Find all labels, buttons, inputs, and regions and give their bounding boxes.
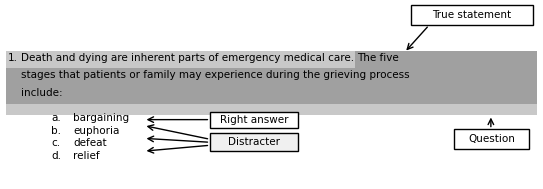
Text: Question: Question <box>468 134 515 144</box>
Text: defeat: defeat <box>73 138 106 148</box>
Text: bargaining: bargaining <box>73 113 129 123</box>
Text: Distracter: Distracter <box>228 137 280 147</box>
Text: b.: b. <box>51 125 61 136</box>
Text: d.: d. <box>51 151 61 161</box>
Bar <box>7 68 536 86</box>
FancyBboxPatch shape <box>454 129 529 149</box>
FancyBboxPatch shape <box>210 133 298 151</box>
Bar <box>7 51 536 115</box>
Bar <box>355 51 536 68</box>
Text: True statement: True statement <box>432 10 512 20</box>
Text: Death and dying are inherent parts of emergency medical care.: Death and dying are inherent parts of em… <box>21 53 355 63</box>
Text: 1.: 1. <box>8 53 17 63</box>
Text: c.: c. <box>51 138 60 148</box>
FancyBboxPatch shape <box>411 5 533 25</box>
Text: include:: include: <box>21 88 63 98</box>
Text: Right answer: Right answer <box>220 115 288 125</box>
FancyBboxPatch shape <box>210 112 298 129</box>
Text: a.: a. <box>51 113 61 123</box>
Text: euphoria: euphoria <box>73 125 119 136</box>
Bar <box>7 86 536 104</box>
Text: relief: relief <box>73 151 100 161</box>
Text: The five: The five <box>357 53 399 63</box>
Text: stages that patients or family may experience during the grieving process: stages that patients or family may exper… <box>21 70 410 80</box>
